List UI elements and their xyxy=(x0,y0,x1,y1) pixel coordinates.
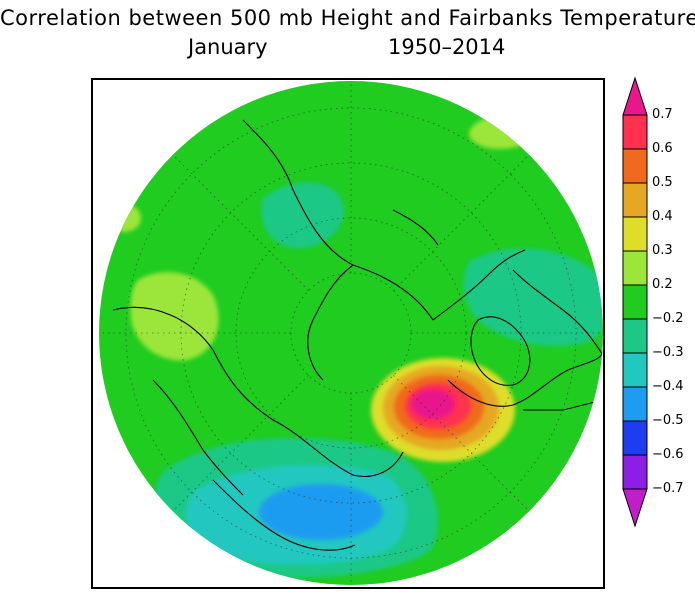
coast-canada-west xyxy=(447,349,603,407)
negative-region-barents xyxy=(261,182,344,249)
positive-region-west xyxy=(109,204,141,232)
chart-subtitle-month: January xyxy=(188,35,268,59)
chart-title: Correlation between 500 mb Height and Fa… xyxy=(0,6,695,30)
colorbar-tick-label: 0.7 xyxy=(652,107,673,122)
colorbar-bin xyxy=(622,386,648,422)
coast-scandinavia xyxy=(212,479,356,551)
colorbar-top-triangle xyxy=(622,76,648,116)
chart-subtitle-years: 1950–2014 xyxy=(388,35,506,59)
coast-eurasia-north xyxy=(242,119,434,321)
border-us-canada xyxy=(523,399,603,411)
colorbar-bin xyxy=(622,148,648,184)
colorbar-bottom-triangle xyxy=(622,488,648,528)
coast-hudson-bay xyxy=(512,269,603,356)
colorbar-bin xyxy=(622,352,648,388)
colorbar-bin xyxy=(622,454,648,490)
lat-lon-gridlines xyxy=(99,81,603,585)
colorbar-tick-label: 0.6 xyxy=(652,141,673,156)
coast-arctic-islands xyxy=(307,264,354,381)
coast-kamchatka xyxy=(392,209,439,246)
correlation-map xyxy=(99,81,603,585)
colorbar-tick-label: 0.5 xyxy=(652,175,673,190)
colorbar-tick-label: −0.2 xyxy=(652,311,684,326)
coast-europe-north xyxy=(152,379,244,496)
colorbar-tick-label: −0.7 xyxy=(652,481,684,496)
colorbar-tick-label: −0.4 xyxy=(652,379,684,394)
negative-region-hudson xyxy=(463,248,603,346)
colorbar-bin xyxy=(622,250,648,286)
colorbar-bin xyxy=(622,216,648,252)
longitude-line xyxy=(393,375,530,512)
colorbar xyxy=(622,76,648,528)
coast-canada-north xyxy=(432,249,526,321)
longitude-line xyxy=(393,154,530,291)
negative-center-atlantic xyxy=(259,484,383,540)
colorbar-tick-label: 0.4 xyxy=(652,209,673,224)
colorbar-tick-label: −0.6 xyxy=(652,447,684,462)
longitude-line xyxy=(172,154,309,291)
colorbar-tick-label: 0.2 xyxy=(652,277,673,292)
colorbar-tick-label: 0.3 xyxy=(652,243,673,258)
colorbar-bin xyxy=(622,182,648,218)
map-frame xyxy=(91,78,605,589)
coast-greenland xyxy=(470,316,531,386)
colorbar-tick-label: −0.3 xyxy=(652,345,684,360)
colorbar-bin xyxy=(622,420,648,456)
colorbar-bin xyxy=(622,284,648,320)
longitude-line xyxy=(172,375,309,512)
coast-siberia-alaska xyxy=(112,306,404,477)
colorbar-tick-label: −0.5 xyxy=(652,413,684,428)
positive-center-peak xyxy=(411,389,455,419)
colorbar-bin xyxy=(622,114,648,150)
coastlines xyxy=(112,119,603,551)
colorbar-bin xyxy=(622,318,648,354)
